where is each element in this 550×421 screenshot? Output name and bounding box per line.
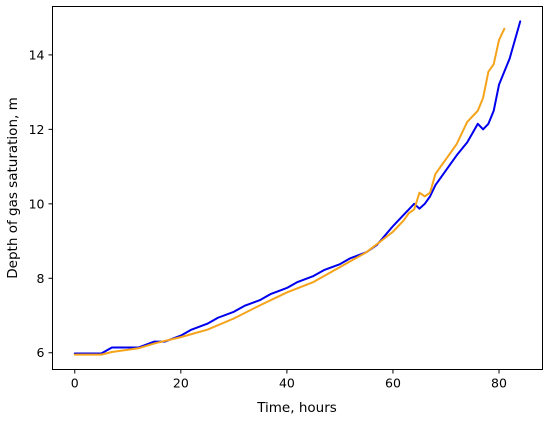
plot-frame [52,6,543,370]
x-tick-label: 20 [173,376,189,391]
x-tick-label: 80 [491,376,507,391]
x-axis-label: Time, hours [256,400,337,416]
x-axis: 0 20 40 60 80 [71,369,507,391]
y-axis: 6 8 10 12 14 [29,47,53,360]
plot-area [52,6,543,370]
y-axis-label: Depth of gas saturation, m [5,97,21,278]
x-tick-label: 0 [71,376,79,391]
x-tick-label: 40 [279,376,295,391]
series-line-2 [73,27,506,356]
y-tick-label: 10 [29,196,45,211]
y-tick-label: 6 [37,345,45,360]
series-layer [73,20,522,356]
y-tick-label: 8 [37,271,45,286]
y-tick-label: 14 [29,47,45,62]
series-line-1 [73,20,522,355]
x-tick-label: 60 [385,376,401,391]
y-tick-label: 12 [29,122,45,137]
